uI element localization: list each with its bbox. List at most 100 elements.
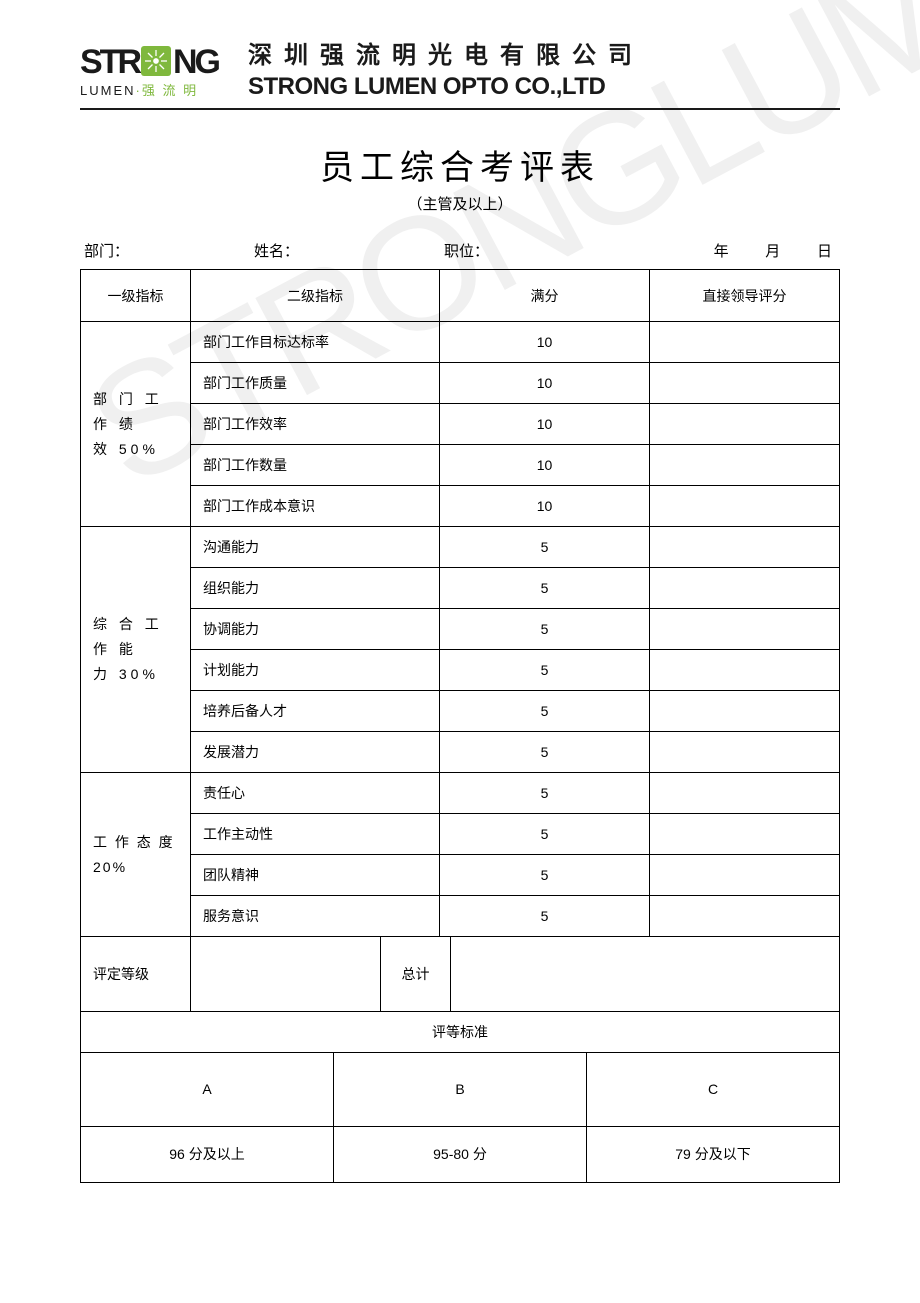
table-row: 部 门 工 作 绩效 50%部门工作目标达标率10 (81, 322, 840, 363)
table-row: 发展潜力5 (81, 732, 840, 773)
fullscore-cell: 5 (440, 855, 650, 896)
total-label-cell: 总计 (381, 937, 451, 1011)
fullscore-cell: 5 (440, 732, 650, 773)
fullscore-cell: 5 (440, 609, 650, 650)
document-title: 员工综合考评表 (80, 140, 840, 189)
document-header: STR (80, 40, 840, 110)
fullscore-cell: 5 (440, 650, 650, 691)
company-name-block: 深圳强流明光电有限公司 STRONG LUMEN OPTO CO.,LTD (238, 40, 840, 102)
leaderscore-cell (650, 527, 840, 568)
table-row: 计划能力5 (81, 650, 840, 691)
col-header-level1: 一级指标 (81, 270, 191, 322)
leaderscore-cell (650, 404, 840, 445)
leaderscore-cell (650, 814, 840, 855)
logo-text-left: STR (80, 43, 139, 82)
leaderscore-cell (650, 486, 840, 527)
section-label-line2: 力 30% (93, 666, 159, 682)
metric-cell: 团队精神 (191, 855, 440, 896)
leaderscore-cell (650, 691, 840, 732)
section-label: 综 合 工 作 能力 30% (81, 527, 191, 773)
fullscore-cell: 10 (440, 486, 650, 527)
table-row: 工作主动性5 (81, 814, 840, 855)
leaderscore-cell (650, 732, 840, 773)
section-label-line1: 工 作 态 度 (93, 834, 175, 850)
meta-name-label: 姓名： (254, 240, 444, 261)
range-b: 95-80 分 (334, 1126, 587, 1182)
rating-value-cell (191, 937, 381, 1011)
table-row: 组织能力5 (81, 568, 840, 609)
fullscore-cell: 10 (440, 363, 650, 404)
table-row: 部门工作质量10 (81, 363, 840, 404)
section-label-line2: 20% (93, 859, 127, 875)
logo-sub-cn: 强 流 明 (142, 83, 198, 98)
fullscore-cell: 5 (440, 814, 650, 855)
table-row: 工 作 态 度20%责任心5 (81, 773, 840, 814)
fullscore-cell: 5 (440, 773, 650, 814)
section-label: 部 门 工 作 绩效 50% (81, 322, 191, 527)
col-header-fullscore: 满分 (440, 270, 650, 322)
leaderscore-cell (650, 773, 840, 814)
total-value-cell (451, 937, 840, 1011)
metric-cell: 工作主动性 (191, 814, 440, 855)
table-row: 部门工作数量10 (81, 445, 840, 486)
logo-text-right: NG (173, 43, 218, 82)
metric-cell: 部门工作数量 (191, 445, 440, 486)
table-row: 团队精神5 (81, 855, 840, 896)
rating-table: 评定等级 总计 (80, 937, 840, 1012)
metric-cell: 发展潜力 (191, 732, 440, 773)
leaderscore-cell (650, 855, 840, 896)
leaderscore-cell (650, 322, 840, 363)
table-row: 培养后备人才5 (81, 691, 840, 732)
range-c: 79 分及以下 (587, 1126, 840, 1182)
col-header-leaderscore: 直接领导评分 (650, 270, 840, 322)
metric-cell: 计划能力 (191, 650, 440, 691)
metric-cell: 部门工作成本意识 (191, 486, 440, 527)
meta-row: 部门： 姓名： 职位： 年 月 日 (80, 240, 840, 261)
metric-cell: 部门工作质量 (191, 363, 440, 404)
leaderscore-cell (650, 896, 840, 937)
metric-cell: 沟通能力 (191, 527, 440, 568)
document-subtitle: （主管及以上） (80, 193, 840, 214)
table-row: 部门工作效率10 (81, 404, 840, 445)
section-label-line1: 部 门 工 作 绩 (93, 391, 163, 432)
rating-label-cell: 评定等级 (81, 937, 191, 1011)
meta-month: 月 (765, 243, 784, 260)
fullscore-cell: 10 (440, 322, 650, 363)
company-name-en: STRONG LUMEN OPTO CO.,LTD (248, 71, 840, 102)
leaderscore-cell (650, 609, 840, 650)
leaderscore-cell (650, 650, 840, 691)
metric-cell: 责任心 (191, 773, 440, 814)
section-label: 工 作 态 度 20% (81, 773, 191, 937)
meta-position-label: 职位： (444, 240, 654, 261)
table-header-row: 一级指标 二级指标 满分 直接领导评分 (81, 270, 840, 322)
fullscore-cell: 10 (440, 445, 650, 486)
metric-cell: 部门工作目标达标率 (191, 322, 440, 363)
leaderscore-cell (650, 568, 840, 609)
meta-day: 日 (817, 243, 836, 260)
grade-a: A (81, 1052, 334, 1126)
metric-cell: 组织能力 (191, 568, 440, 609)
table-row: 服务意识5 (81, 896, 840, 937)
fullscore-cell: 5 (440, 691, 650, 732)
section-label-line1: 综 合 工 作 能 (93, 616, 163, 657)
grades-row: A B C (81, 1052, 840, 1126)
metric-cell: 协调能力 (191, 609, 440, 650)
rating-row: 评定等级 总计 (81, 937, 840, 1011)
meta-year: 年 (714, 243, 733, 260)
table-row: 综 合 工 作 能力 30%沟通能力5 (81, 527, 840, 568)
meta-dept-label: 部门： (84, 240, 254, 261)
metric-cell: 培养后备人才 (191, 691, 440, 732)
table-row: 部门工作成本意识10 (81, 486, 840, 527)
standard-table: 评等标准 A B C 96 分及以上 95-80 分 79 分及以下 (80, 1012, 840, 1183)
col-header-level2: 二级指标 (191, 270, 440, 322)
grade-c: C (587, 1052, 840, 1126)
logo-subtext: LUMEN·强 流 明 (80, 80, 218, 99)
fullscore-cell: 5 (440, 896, 650, 937)
table-row: 协调能力5 (81, 609, 840, 650)
metric-cell: 部门工作效率 (191, 404, 440, 445)
grade-b: B (334, 1052, 587, 1126)
logo-chip-icon (141, 46, 171, 76)
evaluation-table: 一级指标 二级指标 满分 直接领导评分 部 门 工 作 绩效 50%部门工作目标… (80, 269, 840, 937)
section-label-line2: 效 50% (93, 441, 159, 457)
logo-sub-en: LUMEN (80, 83, 136, 98)
